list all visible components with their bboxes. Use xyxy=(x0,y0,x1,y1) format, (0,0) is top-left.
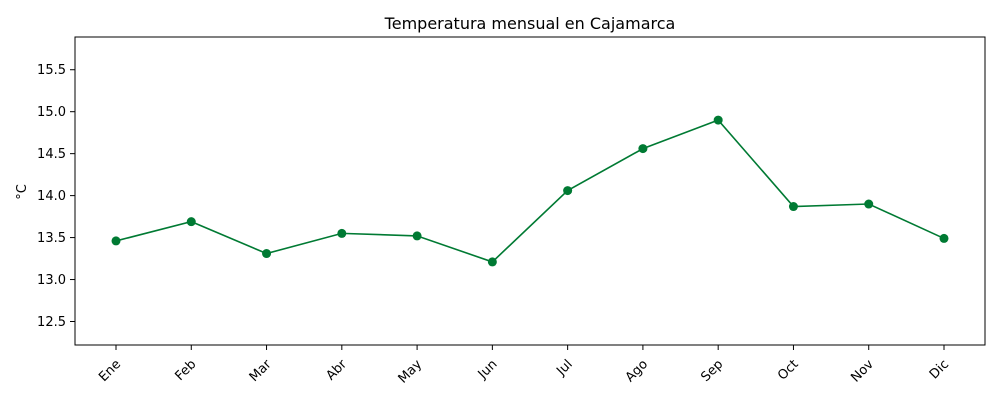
data-point xyxy=(713,115,723,125)
data-point xyxy=(939,233,949,243)
plot-frame xyxy=(74,36,986,346)
data-point xyxy=(487,257,497,267)
data-point xyxy=(638,144,648,154)
data-point xyxy=(864,199,874,209)
y-tick-label: 12.5 xyxy=(37,315,66,330)
chart-title: Temperatura mensual en Cajamarca xyxy=(384,14,676,33)
data-point xyxy=(262,249,272,259)
y-tick-label: 15.0 xyxy=(37,105,66,120)
data-point xyxy=(788,202,798,212)
y-tick-label: 14.5 xyxy=(37,147,66,162)
x-tick-label: Ene xyxy=(96,357,124,385)
series-line xyxy=(115,119,945,263)
plot-area: 12.5 13.0 13.5 14.0 14.5 15.0 15.5 Ene Feb Mar Abr… xyxy=(37,36,986,387)
y-tick-label: 15.5 xyxy=(37,63,66,78)
data-point xyxy=(563,186,573,196)
x-tick-label: Nov xyxy=(848,357,877,386)
data-point xyxy=(111,236,121,246)
y-tick-label: 13.5 xyxy=(37,231,66,246)
x-tick-label: Jul xyxy=(553,357,575,379)
data-point xyxy=(186,217,196,227)
x-tick-label: Abr xyxy=(323,357,350,384)
x-tick-label: Mar xyxy=(247,357,275,385)
x-tick-label: Ago xyxy=(623,357,651,385)
x-tick-label: Dic xyxy=(927,357,952,382)
data-point xyxy=(412,231,422,241)
y-axis-label: °C xyxy=(15,184,30,200)
x-tick-label: Jun xyxy=(475,357,501,383)
y-tick-label: 13.0 xyxy=(37,273,66,288)
data-point xyxy=(337,228,347,238)
x-tick-label: May xyxy=(396,357,426,387)
x-tick-label: Feb xyxy=(173,357,200,384)
x-tick-label: Sep xyxy=(698,357,726,385)
y-tick-label: 14.0 xyxy=(37,189,66,204)
x-tick-label: Oct xyxy=(775,357,802,384)
